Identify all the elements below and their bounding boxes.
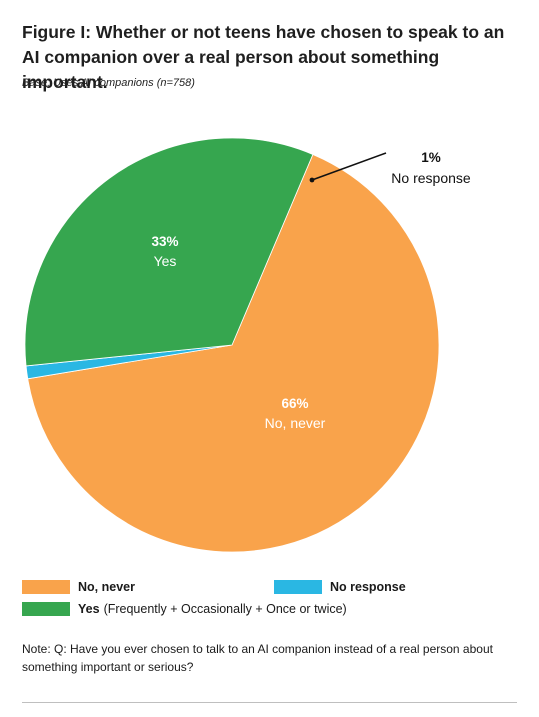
legend-label-no-response: No response (330, 580, 406, 594)
footnote: Note: Q: Have you ever chosen to talk to… (22, 642, 493, 674)
chart-title: Figure I: Whether or not teens have chos… (22, 22, 505, 92)
no-response-leader-dot (309, 177, 315, 183)
pie-slice-no-never (27, 153, 440, 553)
legend-detail-yes: (Frequently + Occasionally + Once or twi… (103, 602, 347, 616)
label-no-never-name: No, never (265, 415, 326, 431)
label-yes-name: Yes (154, 253, 177, 269)
legend-item-no-never: No, never (22, 580, 135, 594)
base-note: Base: Uses AI companions (n=758) (22, 77, 195, 89)
label-no-never-pct: 66% (281, 396, 308, 411)
legend-label-yes: Yes (78, 602, 100, 616)
label-yes-pct: 33% (151, 234, 178, 249)
pie-chart: 33% Yes 66% No, never 1% No response (24, 137, 471, 553)
legend-swatch-no-response (274, 580, 322, 594)
legend-swatch-yes (22, 602, 70, 616)
legend: No, never No response Yes (Frequently + … (22, 576, 522, 626)
bottom-divider (22, 702, 517, 703)
legend-swatch-no-never (22, 580, 70, 594)
pie-slice-yes (24, 137, 314, 367)
label-no-response-pct: 1% (421, 150, 441, 165)
label-no-response-name: No response (391, 170, 471, 186)
legend-label-no-never: No, never (78, 580, 135, 594)
legend-item-yes: Yes (Frequently + Occasionally + Once or… (22, 602, 347, 616)
no-response-leader-line (311, 152, 387, 181)
legend-item-no-response: No response (274, 580, 406, 594)
